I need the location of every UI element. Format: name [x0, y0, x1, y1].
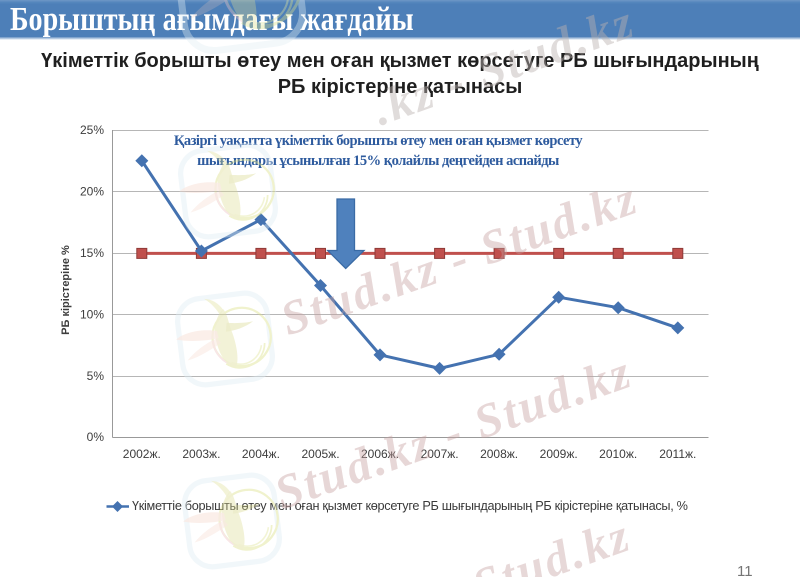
svg-text:2004ж.: 2004ж.	[242, 447, 280, 461]
svg-text:2006ж.: 2006ж.	[361, 447, 399, 461]
svg-text:2002ж.: 2002ж.	[123, 447, 161, 461]
svg-text:0%: 0%	[87, 430, 105, 444]
svg-text:2005ж.: 2005ж.	[301, 447, 339, 461]
svg-text:2008ж.: 2008ж.	[480, 447, 518, 461]
svg-text:2003ж.: 2003ж.	[182, 447, 220, 461]
svg-text:5%: 5%	[87, 369, 105, 383]
svg-text:2011ж.: 2011ж.	[659, 447, 696, 461]
svg-text:20%: 20%	[80, 185, 104, 199]
svg-text:10%: 10%	[80, 308, 104, 322]
svg-text:15%: 15%	[80, 246, 104, 260]
svg-text:2009ж.: 2009ж.	[540, 447, 578, 461]
svg-text:2007ж.: 2007ж.	[421, 447, 459, 461]
svg-text:25%: 25%	[80, 123, 104, 137]
svg-text:РБ кірістеріне %: РБ кірістеріне %	[60, 245, 72, 335]
svg-text:2010ж.: 2010ж.	[599, 447, 637, 461]
